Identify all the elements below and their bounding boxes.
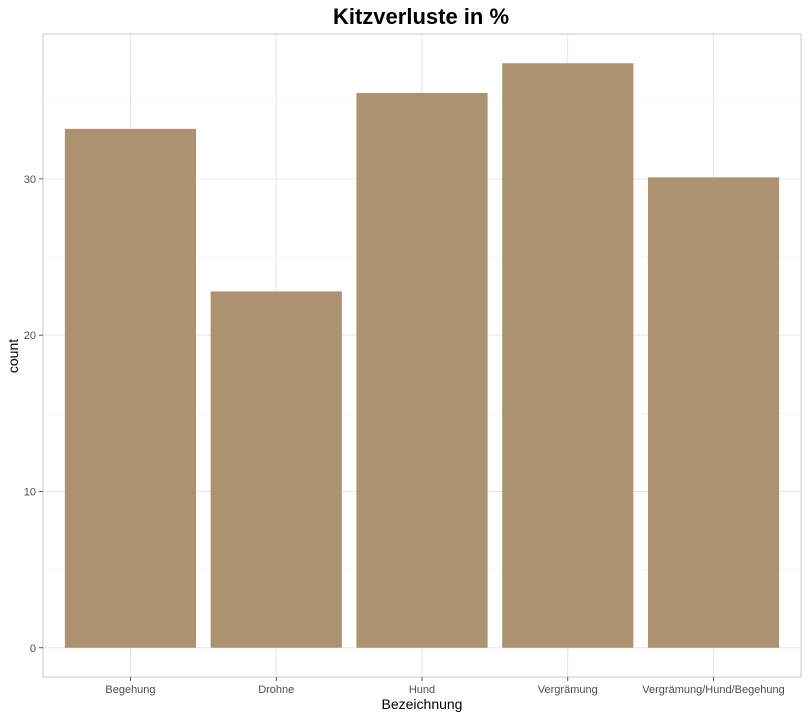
y-axis-ticks: 0 10 20 30: [24, 174, 43, 655]
bar-drohne: [210, 291, 342, 648]
bars: [64, 63, 780, 648]
y-tick-label: 0: [30, 643, 36, 655]
bar-vergrämung: [502, 63, 634, 648]
x-axis-title: Bezeichnung: [382, 696, 463, 712]
x-tick-label: Begehung: [105, 684, 155, 696]
x-tick-label: Vergrämung: [538, 684, 598, 696]
chart-title: Kitzverluste in %: [333, 4, 509, 29]
bar-vergrämung-hund-begehung: [647, 177, 780, 648]
bar-hund: [356, 92, 488, 648]
y-tick-label: 20: [24, 330, 36, 342]
x-tick-label: Vergrämung/Hund/Begehung: [642, 684, 785, 696]
y-tick-label: 30: [24, 174, 36, 186]
y-axis-title: count: [5, 339, 21, 373]
x-axis-ticks: Begehung Drohne Hund Vergrämung Vergrämung/H…: [105, 677, 785, 696]
x-tick-label: Hund: [409, 684, 435, 696]
bar-begehung: [64, 128, 197, 648]
y-tick-label: 10: [24, 486, 36, 498]
x-tick-label: Drohne: [258, 684, 294, 696]
